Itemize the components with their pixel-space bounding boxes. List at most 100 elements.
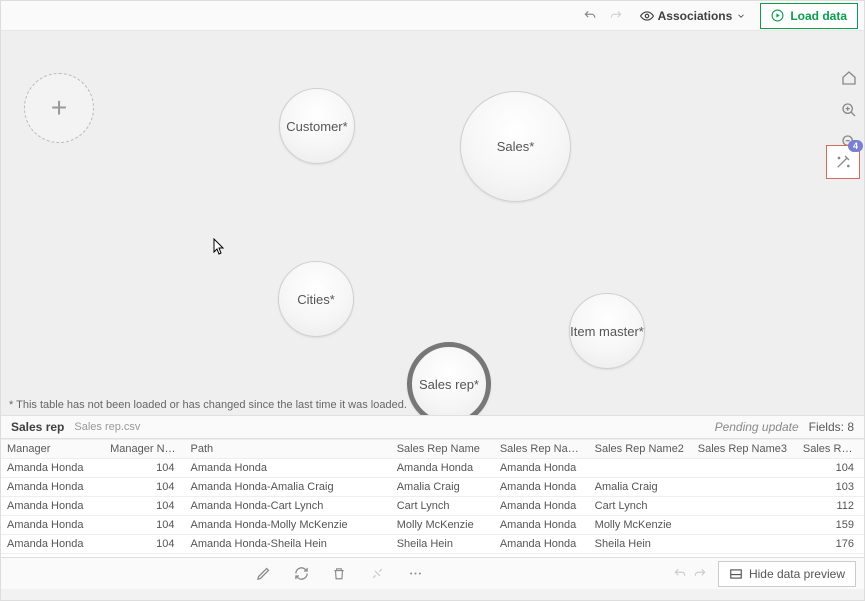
redo-bottom-icon (690, 564, 710, 584)
associations-canvas: + Customer* Sales* Cities* Sales rep* It… (1, 31, 864, 415)
play-circle-icon (771, 9, 784, 22)
mouse-cursor-icon (213, 238, 227, 256)
table-cell: Amanda Honda (494, 497, 589, 516)
table-cell (692, 459, 797, 478)
table-cell: Molly McKenzie (391, 516, 494, 535)
table-row[interactable]: Amanda Honda104Amanda Honda-Sheila HeinS… (1, 535, 864, 554)
canvas-footnote: * This table has not been loaded or has … (9, 399, 407, 411)
table-cell: Amanda Honda (494, 459, 589, 478)
magic-wand-icon (835, 154, 851, 170)
preview-table-name: Sales rep (11, 420, 64, 434)
overview-icon[interactable] (838, 67, 860, 89)
table-cell: Amanda Honda (1, 497, 104, 516)
table-cell: 104 (104, 535, 184, 554)
bubble-label: Customer* (286, 119, 347, 134)
table-cell: Amanda Honda (494, 535, 589, 554)
table-cell: 104 (104, 497, 184, 516)
column-header[interactable]: Sales Rep Name1 (494, 440, 589, 459)
table-cell: Amanda Honda (1, 459, 104, 478)
table-cell: Amanda Honda (494, 478, 589, 497)
redo-icon (606, 6, 626, 26)
table-header-row: ManagerManager Nu…PathSales Rep NameSale… (1, 440, 864, 459)
table-cell: Amanda Honda-Sheila Hein (185, 535, 391, 554)
preview-file-name: Sales rep.csv (74, 421, 140, 433)
table-cell: 112 (797, 497, 864, 516)
preview-header: Sales rep Sales rep.csv Pending update F… (1, 415, 864, 439)
table-cell: Sheila Hein (589, 535, 692, 554)
unlink-icon (367, 564, 387, 584)
table-row[interactable]: Amanda Honda104Amanda Honda-Molly McKenz… (1, 516, 864, 535)
bubble-customer[interactable]: Customer* (279, 88, 355, 164)
topbar: Associations Load data (1, 1, 864, 31)
associations-label: Associations (658, 9, 733, 23)
table-cell (589, 459, 692, 478)
zoom-in-icon[interactable] (838, 99, 860, 121)
chevron-down-icon (736, 11, 746, 21)
recommendations-badge: 4 (848, 140, 863, 152)
table-cell: Cart Lynch (391, 497, 494, 516)
bubble-label: Item master* (570, 324, 644, 339)
table-cell: Amanda Honda-Amalia Craig (185, 478, 391, 497)
panel-icon (729, 567, 743, 581)
bubble-sales[interactable]: Sales* (460, 91, 571, 202)
view-associations-dropdown[interactable]: Associations (632, 5, 755, 27)
bubble-label: Sales rep* (419, 377, 479, 392)
table-cell (692, 516, 797, 535)
eye-icon (640, 9, 654, 23)
column-header[interactable]: Sales Rep Name (391, 440, 494, 459)
load-data-label: Load data (790, 9, 847, 23)
table-row[interactable]: Amanda Honda104Amanda HondaAmanda HondaA… (1, 459, 864, 478)
column-header[interactable]: Manager Nu… (104, 440, 184, 459)
table-cell: Amanda Honda (185, 459, 391, 478)
table-cell: Amanda Honda (1, 516, 104, 535)
bubble-label: Sales* (497, 139, 535, 154)
table-cell: 104 (104, 459, 184, 478)
pending-update-label: Pending update (715, 420, 799, 434)
hide-data-preview-button[interactable]: Hide data preview (718, 561, 856, 587)
table-cell: 104 (797, 459, 864, 478)
undo-bottom-icon (670, 564, 690, 584)
column-header[interactable]: Sales Rep Name2 (589, 440, 692, 459)
table-cell: Cart Lynch (589, 497, 692, 516)
table-cell: 159 (797, 516, 864, 535)
edit-icon[interactable] (253, 564, 273, 584)
table-cell: 104 (104, 478, 184, 497)
hide-preview-label: Hide data preview (749, 567, 845, 581)
delete-icon[interactable] (329, 564, 349, 584)
table-row[interactable]: Amanda Honda104Amanda Honda-Cart LynchCa… (1, 497, 864, 516)
bottombar: Hide data preview (1, 557, 864, 589)
bubble-item-master[interactable]: Item master* (569, 293, 645, 369)
undo-icon[interactable] (580, 6, 600, 26)
table-cell: Molly McKenzie (589, 516, 692, 535)
column-header[interactable]: Path (185, 440, 391, 459)
column-header[interactable]: Sales Rep Name3 (692, 440, 797, 459)
table-body: Amanda Honda104Amanda HondaAmanda HondaA… (1, 459, 864, 558)
table-cell: 176 (797, 535, 864, 554)
more-icon[interactable] (405, 564, 425, 584)
table-cell: Amanda Honda-Molly McKenzie (185, 516, 391, 535)
bubble-cities[interactable]: Cities* (278, 261, 354, 337)
bubble-label: Cities* (297, 292, 335, 307)
table-cell: Amalia Craig (391, 478, 494, 497)
column-header[interactable]: Manager (1, 440, 104, 459)
table-cell: Amanda Honda (1, 478, 104, 497)
table-cell (692, 535, 797, 554)
table-cell (692, 478, 797, 497)
table-cell: Amanda Honda-Cart Lynch (185, 497, 391, 516)
table-cell: Sheila Hein (391, 535, 494, 554)
table-cell: 103 (797, 478, 864, 497)
table-cell: Amanda Honda (494, 516, 589, 535)
column-header[interactable]: Sales Rep ID (797, 440, 864, 459)
load-data-button[interactable]: Load data (760, 3, 858, 29)
recommendations-button[interactable]: 4 (826, 145, 860, 179)
reload-icon[interactable] (291, 564, 311, 584)
table-row[interactable]: Amanda Honda104Amanda Honda-Amalia Craig… (1, 478, 864, 497)
table-cell: Amalia Craig (589, 478, 692, 497)
add-table-button[interactable]: + (24, 73, 94, 143)
table-cell: 104 (104, 516, 184, 535)
bubble-sales-rep[interactable]: Sales rep* (407, 342, 491, 415)
table-cell (692, 497, 797, 516)
data-preview-table: ManagerManager Nu…PathSales Rep NameSale… (1, 439, 864, 557)
fields-count-label: Fields: 8 (809, 420, 854, 434)
table-cell: Amanda Honda (391, 459, 494, 478)
